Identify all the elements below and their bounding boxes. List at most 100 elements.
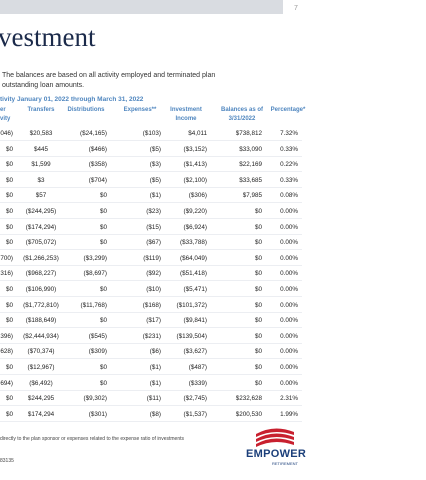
table-cell: ($339) bbox=[188, 379, 207, 387]
table-cell: ($358) bbox=[88, 161, 107, 169]
table-cell: $0 bbox=[99, 192, 107, 200]
table-cell: ($106,990) bbox=[25, 286, 57, 293]
footer-note: directly to the plan sponsor or expenses… bbox=[0, 436, 184, 442]
footer-code: 83135 bbox=[0, 458, 14, 464]
table-cell: $0 bbox=[254, 379, 262, 387]
table-cell: ($3) bbox=[149, 161, 161, 169]
table-cell: ($3,152) bbox=[183, 145, 207, 153]
table-cell: 694) bbox=[0, 379, 13, 387]
table-cell: ($33,788) bbox=[180, 239, 207, 247]
table-cell: ($51,418) bbox=[180, 270, 207, 278]
table-cell: ($301) bbox=[88, 410, 107, 418]
top-bar bbox=[0, 0, 283, 14]
table-cell: $1,599 bbox=[31, 161, 51, 169]
table-cell: $0 bbox=[5, 176, 13, 184]
column-header: Income bbox=[175, 116, 197, 122]
table-cell: ($10) bbox=[146, 286, 161, 293]
table-cell: $7,985 bbox=[242, 192, 262, 200]
row-rule bbox=[0, 389, 302, 391]
table-cell: $232,628 bbox=[235, 395, 262, 403]
table-cell: $0 bbox=[5, 239, 13, 247]
table-cell: $0 bbox=[99, 364, 107, 371]
table-cell: $0 bbox=[99, 379, 107, 387]
table-cell: $0 bbox=[5, 301, 13, 309]
table-cell: ($545) bbox=[88, 332, 107, 340]
table-cell: ($1) bbox=[149, 364, 161, 371]
table-cell: ($309) bbox=[88, 348, 107, 356]
table-cell: ($11) bbox=[146, 395, 161, 403]
table-cell: ($67) bbox=[146, 239, 161, 247]
row-rule bbox=[0, 218, 302, 219]
table-cell: ($1,266,253) bbox=[23, 254, 59, 262]
intro-line: outstanding loan amounts. bbox=[2, 82, 85, 89]
table-cell: ($12,967) bbox=[27, 364, 55, 371]
table-cell: ,396) bbox=[0, 332, 13, 340]
table-cell: $0 bbox=[99, 208, 107, 215]
table-cell: 0.00% bbox=[280, 286, 298, 293]
table-cell: $244,295 bbox=[27, 395, 55, 403]
page-number: 7 bbox=[294, 5, 298, 12]
column-header: Investment bbox=[170, 107, 202, 113]
table-cell: ($9,841) bbox=[183, 317, 207, 325]
table-cell: ($8) bbox=[149, 410, 161, 418]
intro-line: The balances are based on all activity e… bbox=[2, 72, 216, 79]
table-cell: $57 bbox=[35, 192, 47, 200]
table-cell: 1.99% bbox=[280, 410, 298, 418]
table-cell: ($244,295) bbox=[25, 208, 57, 215]
table-cell: $0 bbox=[5, 208, 13, 215]
table-cell: ($1,537) bbox=[183, 410, 207, 418]
table-cell: $3 bbox=[37, 176, 45, 184]
table-cell: ($139,504) bbox=[176, 332, 207, 340]
table-cell: ($5) bbox=[149, 176, 161, 184]
table-cell: ($174,294) bbox=[25, 223, 57, 231]
row-rule bbox=[0, 233, 302, 235]
table-cell: ($101,372) bbox=[176, 301, 207, 309]
table-cell: ($6,924) bbox=[183, 223, 207, 231]
table-cell: ($306) bbox=[188, 192, 207, 200]
logo-tagline: RETIREMENT bbox=[272, 461, 298, 466]
table-cell: $33,685 bbox=[239, 176, 262, 184]
table-cell: ($9,220) bbox=[183, 208, 207, 215]
table-cell: ($466) bbox=[88, 145, 107, 153]
table-cell: 0.22% bbox=[280, 161, 298, 169]
table-cell: ($1,772,810) bbox=[23, 301, 59, 309]
table-cell: ($188,649) bbox=[25, 317, 57, 325]
table-cell: $0 bbox=[254, 254, 262, 262]
table-cell: $174,294 bbox=[27, 410, 55, 418]
logo-name: EMPOWER bbox=[246, 448, 307, 460]
table-cell: ($2,745) bbox=[183, 395, 207, 403]
table-cell: $0 bbox=[5, 395, 13, 403]
row-rule bbox=[0, 202, 302, 204]
table-cell: ($6,492) bbox=[29, 379, 53, 387]
table-cell: $0 bbox=[254, 364, 262, 371]
table-cell: 0.00% bbox=[280, 332, 298, 340]
table-cell: ($11,768) bbox=[80, 301, 108, 309]
table-cell: ($15) bbox=[146, 223, 161, 231]
table-cell: $0 bbox=[5, 317, 13, 325]
column-header: 3/31/2022 bbox=[228, 116, 256, 122]
table-cell: ($119) bbox=[143, 254, 161, 262]
table-cell: ($23) bbox=[146, 208, 161, 215]
table-cell: $0 bbox=[254, 270, 262, 278]
table-cell: $0 bbox=[254, 208, 262, 215]
row-rule bbox=[0, 311, 302, 313]
table-cell: 0.00% bbox=[280, 364, 298, 371]
table-cell: ($5,471) bbox=[183, 286, 207, 293]
table-cell: ($5) bbox=[149, 145, 161, 153]
table-cell: 0.08% bbox=[280, 192, 298, 200]
row-rule bbox=[0, 140, 302, 141]
table-cell: ($3,627) bbox=[183, 348, 207, 356]
row-rule bbox=[0, 327, 302, 329]
table-cell: 0.00% bbox=[280, 239, 298, 247]
table-cell: $0 bbox=[99, 223, 107, 231]
table-cell: ($487) bbox=[188, 364, 207, 371]
table-cell: $0 bbox=[254, 332, 262, 340]
table-cell: ($168) bbox=[142, 301, 161, 309]
table-cell: 0.33% bbox=[280, 176, 298, 184]
row-rule bbox=[0, 358, 302, 360]
table-cell: $33,090 bbox=[239, 145, 262, 153]
table-cell: $0 bbox=[99, 286, 107, 293]
row-rule bbox=[0, 155, 302, 157]
table-cell: ($1) bbox=[149, 379, 161, 387]
